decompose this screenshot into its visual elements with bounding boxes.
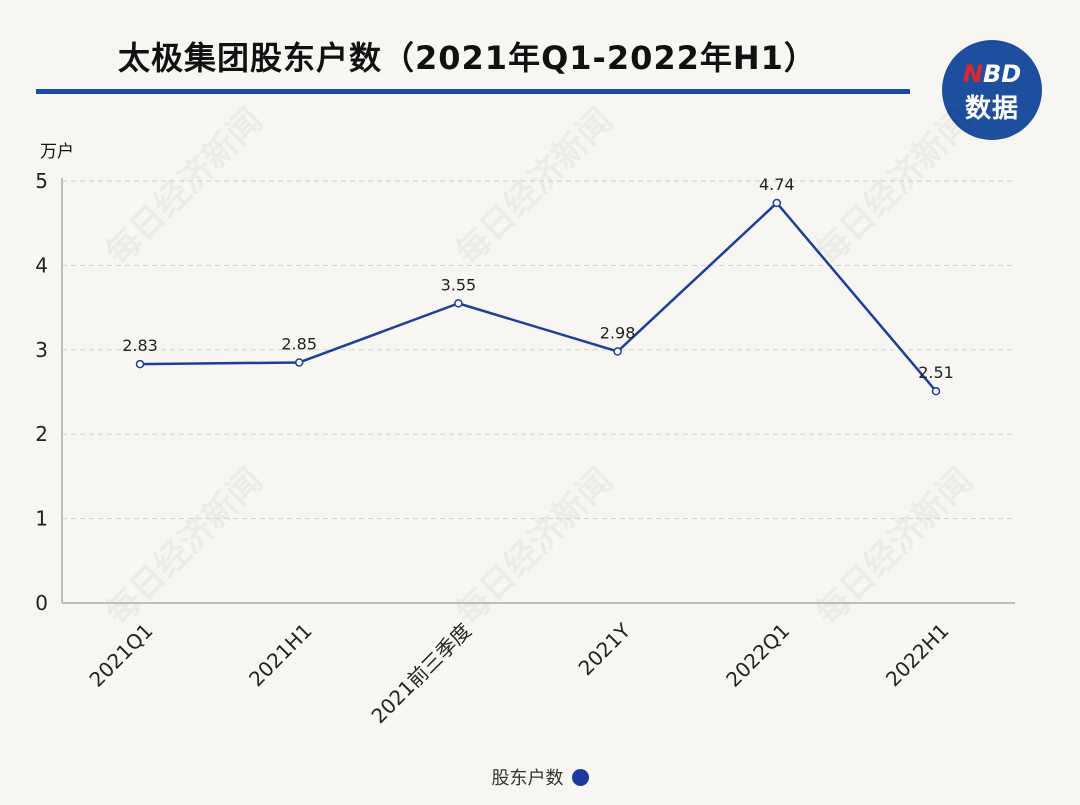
logo-nbd-text: NBD (942, 60, 1042, 88)
y-tick-label: 0 (35, 591, 48, 615)
x-tick-label: 2021H1 (244, 619, 317, 692)
y-tick-label: 5 (35, 169, 48, 193)
data-label: 2.85 (281, 334, 317, 353)
x-tick-label: 2021Y (574, 618, 636, 680)
data-label: 4.74 (759, 175, 795, 194)
data-point (135, 359, 145, 369)
x-tick-label: 2021前三季度 (366, 619, 476, 729)
x-tick-label: 2022Q1 (721, 619, 794, 692)
data-point (613, 347, 622, 356)
x-tick-label: 2021Q1 (84, 619, 157, 692)
data-label: 2.51 (918, 363, 954, 382)
logo-data-text: 数据 (964, 94, 1019, 124)
logo-n-letter: N (962, 60, 983, 88)
data-label: 2.98 (600, 323, 636, 342)
data-label: 2.83 (122, 336, 158, 355)
y-tick-label: 4 (35, 253, 48, 277)
y-tick-label: 1 (35, 507, 48, 531)
y-tick-label: 2 (35, 422, 48, 446)
chart-title: 太极集团股东户数（2021年Q1-2022年H1） (118, 39, 817, 77)
y-tick-label: 3 (35, 338, 48, 362)
data-point (454, 299, 463, 308)
x-tick-label: 2022H1 (881, 619, 954, 692)
data-point (772, 198, 782, 208)
legend: 股东户数 (0, 764, 1080, 790)
legend-marker (571, 768, 589, 786)
logo-bd-letters: BD (982, 60, 1022, 88)
legend-label: 股东户数 (491, 768, 564, 789)
y-axis-unit-label: 万户 (40, 142, 74, 162)
data-point (931, 386, 941, 396)
title-underline (36, 89, 910, 94)
data-label: 3.55 (441, 275, 477, 294)
series-line (139, 201, 937, 392)
nbd-data-logo: NBD 数据 (942, 40, 1042, 140)
data-point (294, 358, 304, 367)
